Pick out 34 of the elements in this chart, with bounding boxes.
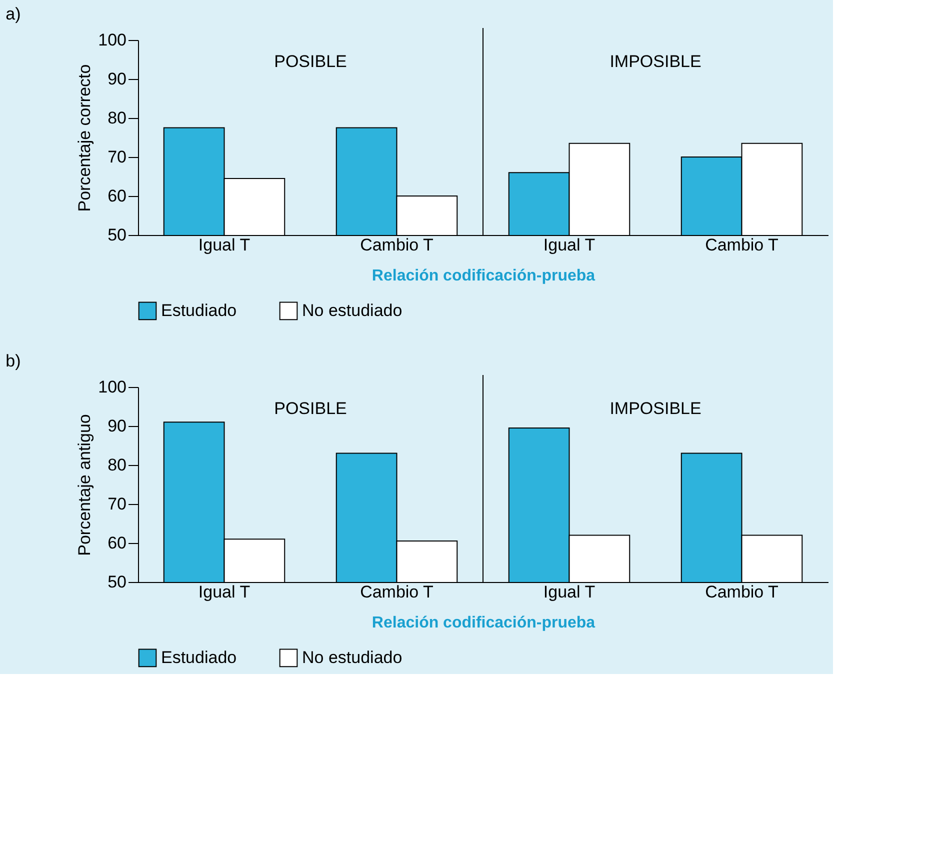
x-tick-label: Igual T xyxy=(198,582,250,602)
annotation: IMPOSIBLE xyxy=(610,399,702,418)
legend-label: Estudiado xyxy=(161,300,237,320)
y-tick-label: 90 xyxy=(108,416,126,436)
chart-title: a) xyxy=(6,4,21,24)
y-tick-label: 80 xyxy=(108,456,126,474)
y-tick-label: 50 xyxy=(108,226,126,244)
y-tick-label: 60 xyxy=(108,186,126,206)
chart-title: b) xyxy=(6,352,21,370)
x-tick-label: Cambio T xyxy=(360,236,434,254)
y-tick-label: 100 xyxy=(98,378,126,396)
legend-label: Estudiado xyxy=(161,648,237,667)
x-axis-title: Relación codificación-prueba xyxy=(372,268,596,284)
x-tick-label: Igual T xyxy=(198,236,250,254)
annotation: IMPOSIBLE xyxy=(610,52,702,71)
y-axis-title: Porcentaje correcto xyxy=(75,64,94,212)
x-axis-title: Relación codificación-prueba xyxy=(372,614,596,632)
y-tick-label: 80 xyxy=(108,108,126,128)
y-tick-label: 60 xyxy=(108,534,126,552)
annotation: POSIBLE xyxy=(274,52,347,71)
x-tick-label: Cambio T xyxy=(705,236,778,254)
x-tick-label: Cambio T xyxy=(360,582,434,602)
y-tick-label: 70 xyxy=(108,494,126,514)
x-tick-label: Cambio T xyxy=(705,582,778,602)
annotation: POSIBLE xyxy=(274,399,347,418)
y-axis-title: Porcentaje antiguo xyxy=(75,414,94,556)
y-tick-label: 70 xyxy=(108,148,126,166)
x-tick-label: Igual T xyxy=(543,236,596,254)
y-tick-label: 50 xyxy=(108,572,126,592)
y-tick-label: 100 xyxy=(98,30,126,50)
y-tick-label: 90 xyxy=(108,70,126,88)
legend-label: No estudiado xyxy=(302,648,402,667)
legend-label: No estudiado xyxy=(302,300,402,320)
x-tick-label: Igual T xyxy=(543,582,596,602)
